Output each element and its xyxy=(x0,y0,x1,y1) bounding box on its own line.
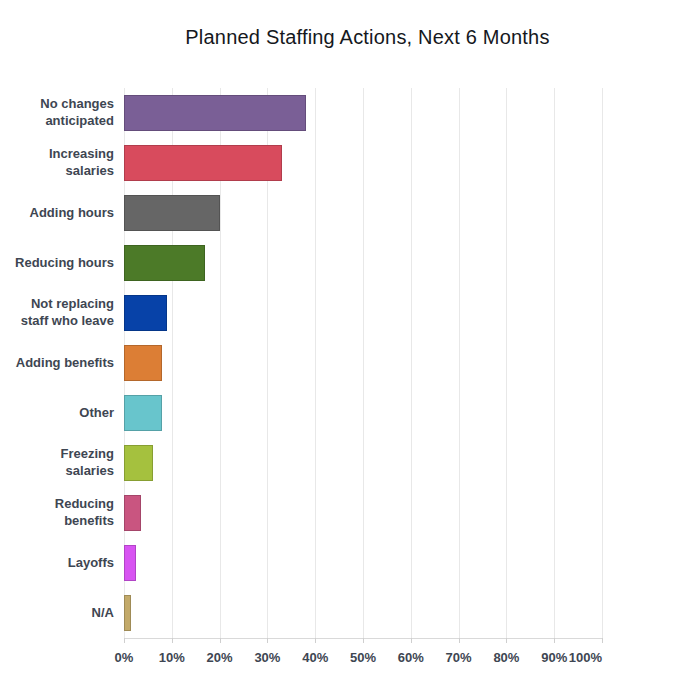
gridline xyxy=(315,88,316,638)
x-tick-mark xyxy=(411,638,412,643)
bar-no-changes-anticipated xyxy=(124,95,306,131)
bar-n-a xyxy=(124,595,131,631)
x-tick-mark xyxy=(554,638,555,643)
x-tick-label: 20% xyxy=(207,650,233,665)
category-label-reducing-benefits: Reducingbenefits xyxy=(0,488,119,538)
bar-layoffs xyxy=(124,545,136,581)
category-label-no-changes-anticipated: No changesanticipated xyxy=(0,88,119,138)
bar-reducing-hours xyxy=(124,245,205,281)
x-tick-label: 100% xyxy=(569,650,602,665)
gridline xyxy=(602,88,603,638)
category-label-reducing-hours: Reducing hours xyxy=(0,238,119,288)
category-label-layoffs: Layoffs xyxy=(0,538,119,588)
bar-increasing-salaries xyxy=(124,145,282,181)
chart-title: Planned Staffing Actions, Next 6 Months xyxy=(30,26,675,49)
x-tick-mark xyxy=(506,638,507,643)
x-tick-mark xyxy=(363,638,364,643)
bar-other xyxy=(124,395,162,431)
staffing-actions-chart: Planned Staffing Actions, Next 6 Months … xyxy=(0,0,675,692)
category-label-other: Other xyxy=(0,388,119,438)
x-tick-label: 70% xyxy=(446,650,472,665)
x-tick-mark xyxy=(124,638,125,643)
bar-adding-hours xyxy=(124,195,220,231)
category-label-n-a: N/A xyxy=(0,588,119,638)
category-label-not-replacing-staff-who-leave: Not replacingstaff who leave xyxy=(0,288,119,338)
x-tick-label: 80% xyxy=(493,650,519,665)
x-tick-mark xyxy=(315,638,316,643)
x-tick-mark xyxy=(602,638,603,643)
x-tick-label: 60% xyxy=(398,650,424,665)
plot-area xyxy=(124,88,602,639)
category-label-freezing-salaries: Freezingsalaries xyxy=(0,438,119,488)
category-axis: No changesanticipatedIncreasingsalariesA… xyxy=(0,88,119,638)
x-tick-mark xyxy=(220,638,221,643)
x-axis: 0%10%20%30%40%50%60%70%80%90%100% xyxy=(124,638,602,678)
gridline xyxy=(554,88,555,638)
gridline xyxy=(459,88,460,638)
x-tick-mark xyxy=(267,638,268,643)
bar-reducing-benefits xyxy=(124,495,141,531)
x-tick-label: 90% xyxy=(541,650,567,665)
x-tick-label: 30% xyxy=(254,650,280,665)
gridline xyxy=(411,88,412,638)
x-tick-label: 50% xyxy=(350,650,376,665)
bar-not-replacing-staff-who-leave xyxy=(124,295,167,331)
category-label-increasing-salaries: Increasingsalaries xyxy=(0,138,119,188)
category-label-adding-benefits: Adding benefits xyxy=(0,338,119,388)
x-tick-label: 0% xyxy=(115,650,134,665)
gridline xyxy=(363,88,364,638)
x-tick-label: 40% xyxy=(302,650,328,665)
category-label-adding-hours: Adding hours xyxy=(0,188,119,238)
bar-freezing-salaries xyxy=(124,445,153,481)
x-tick-label: 10% xyxy=(159,650,185,665)
gridline xyxy=(506,88,507,638)
x-tick-mark xyxy=(459,638,460,643)
bar-adding-benefits xyxy=(124,345,162,381)
x-tick-mark xyxy=(172,638,173,643)
